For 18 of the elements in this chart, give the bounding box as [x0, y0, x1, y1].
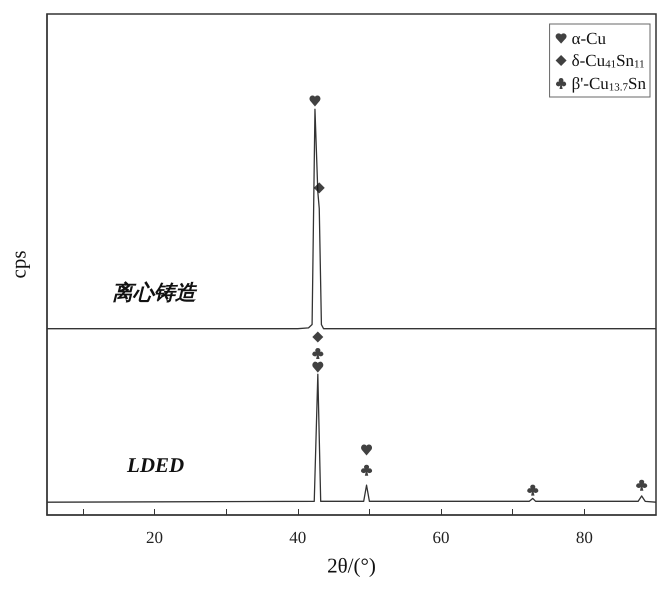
point	[312, 362, 324, 373]
point	[636, 480, 648, 491]
x-tick-label: 60	[432, 528, 450, 547]
annotation: 离心铸造	[112, 280, 198, 305]
point	[314, 182, 325, 194]
x-tick-label: 40	[289, 528, 306, 547]
legend-label: α-Cu	[572, 29, 606, 48]
point	[361, 464, 372, 476]
point	[527, 484, 538, 496]
x-tick-label: 80	[576, 528, 593, 547]
point	[361, 444, 372, 456]
point	[312, 331, 324, 342]
annotation: LDED	[126, 453, 184, 478]
y-axis-title: cps	[6, 250, 30, 278]
point	[312, 348, 324, 360]
x-tick-label: 20	[146, 528, 163, 547]
x-axis-title: 2θ/(°)	[327, 554, 376, 578]
point	[309, 95, 320, 106]
